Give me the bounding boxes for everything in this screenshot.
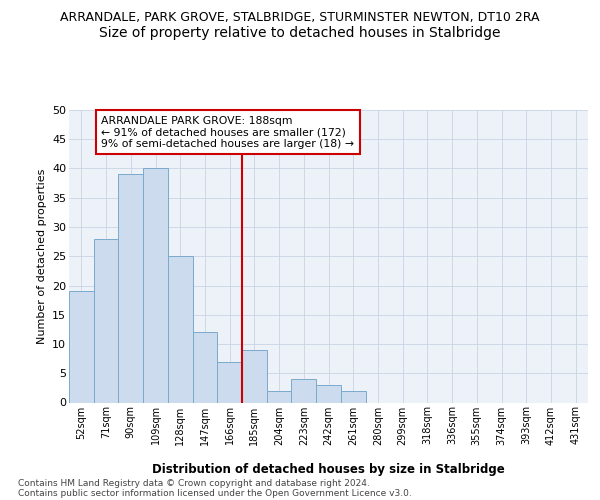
- Bar: [292, 379, 316, 402]
- Bar: [316, 385, 341, 402]
- Text: ARRANDALE, PARK GROVE, STALBRIDGE, STURMINSTER NEWTON, DT10 2RA: ARRANDALE, PARK GROVE, STALBRIDGE, STURM…: [60, 11, 540, 24]
- Bar: [242, 350, 267, 403]
- Text: Contains public sector information licensed under the Open Government Licence v3: Contains public sector information licen…: [18, 489, 412, 498]
- Bar: [69, 292, 94, 403]
- Text: Contains HM Land Registry data © Crown copyright and database right 2024.: Contains HM Land Registry data © Crown c…: [18, 479, 370, 488]
- Bar: [94, 238, 118, 402]
- Text: Size of property relative to detached houses in Stalbridge: Size of property relative to detached ho…: [99, 26, 501, 40]
- Bar: [341, 391, 365, 402]
- Bar: [267, 391, 292, 402]
- Y-axis label: Number of detached properties: Number of detached properties: [37, 168, 47, 344]
- Bar: [193, 332, 217, 402]
- Bar: [168, 256, 193, 402]
- Text: ARRANDALE PARK GROVE: 188sqm
← 91% of detached houses are smaller (172)
9% of se: ARRANDALE PARK GROVE: 188sqm ← 91% of de…: [101, 116, 354, 149]
- Bar: [118, 174, 143, 402]
- Bar: [143, 168, 168, 402]
- Text: Distribution of detached houses by size in Stalbridge: Distribution of detached houses by size …: [152, 462, 505, 475]
- Bar: [217, 362, 242, 403]
